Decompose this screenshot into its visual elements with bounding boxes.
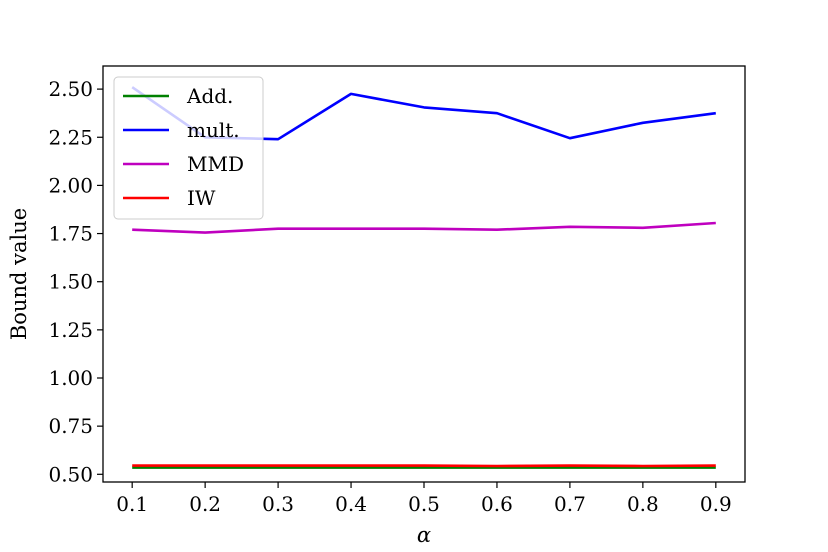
- y-tick-label: 2.25: [48, 125, 93, 149]
- legend-label: MMD: [187, 152, 244, 176]
- x-tick-label: 0.8: [627, 492, 659, 516]
- y-tick-label: 1.75: [48, 222, 93, 246]
- series-line-mmd: [132, 221, 716, 234]
- x-tick-label: 0.1: [116, 492, 148, 516]
- x-tick-label: 0.6: [481, 492, 513, 516]
- legend-box: [113, 76, 264, 220]
- x-tick-label: 0.7: [554, 492, 586, 516]
- y-tick-label: 1.50: [48, 270, 93, 294]
- legend-label: mult.: [187, 118, 240, 142]
- y-tick-label: 0.75: [48, 414, 93, 438]
- x-tick-label: 0.9: [700, 492, 732, 516]
- y-axis-label: Bound value: [7, 208, 31, 340]
- y-tick-label: 2.00: [48, 173, 93, 197]
- y-tick-label: 1.25: [48, 318, 93, 342]
- y-axis-ticks: 0.50 0.75 1.00 1.25 1.50 1.75 2.00 2.25 2.50: [48, 77, 103, 486]
- y-tick-label: 1.00: [48, 366, 93, 390]
- legend-label: IW: [187, 186, 216, 210]
- x-tick-label: 0.4: [335, 492, 367, 516]
- y-tick-label: 0.50: [48, 462, 93, 486]
- x-tick-label: 0.3: [262, 492, 294, 516]
- x-axis-label: α: [417, 523, 431, 547]
- legend-label: Add.: [186, 84, 233, 108]
- y-tick-label: 2.50: [48, 77, 93, 101]
- x-tick-label: 0.2: [189, 492, 221, 516]
- x-axis-ticks: 0.1 0.2 0.3 0.4 0.5 0.6 0.7 0.8 0.9: [116, 482, 732, 516]
- legend: Add. mult. MMD IW: [113, 76, 264, 220]
- x-tick-label: 0.5: [408, 492, 440, 516]
